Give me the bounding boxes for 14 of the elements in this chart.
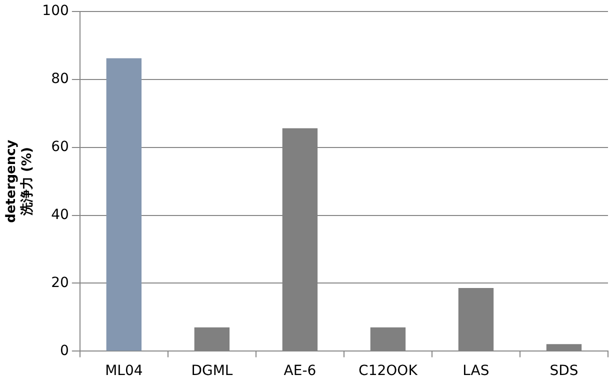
bar <box>106 58 142 351</box>
x-tick-label: ML04 <box>105 363 143 380</box>
y-axis-title: detergency 洗浄力 (%) <box>4 139 35 223</box>
y-tick-label: 0 <box>60 342 69 359</box>
y-tick-label: 60 <box>51 138 69 155</box>
x-tick-label: AE-6 <box>284 363 316 380</box>
x-tick-label: DGML <box>191 363 233 380</box>
y-tick-label: 80 <box>51 71 69 87</box>
x-tick-label: LAS <box>462 363 490 380</box>
y-tick-label: 20 <box>51 274 69 291</box>
y-tick-label: 100 <box>42 3 69 20</box>
x-tick-label: C12OOK <box>358 363 418 380</box>
x-tick-label: SDS <box>550 363 578 380</box>
y-tick-label: 40 <box>51 206 69 223</box>
